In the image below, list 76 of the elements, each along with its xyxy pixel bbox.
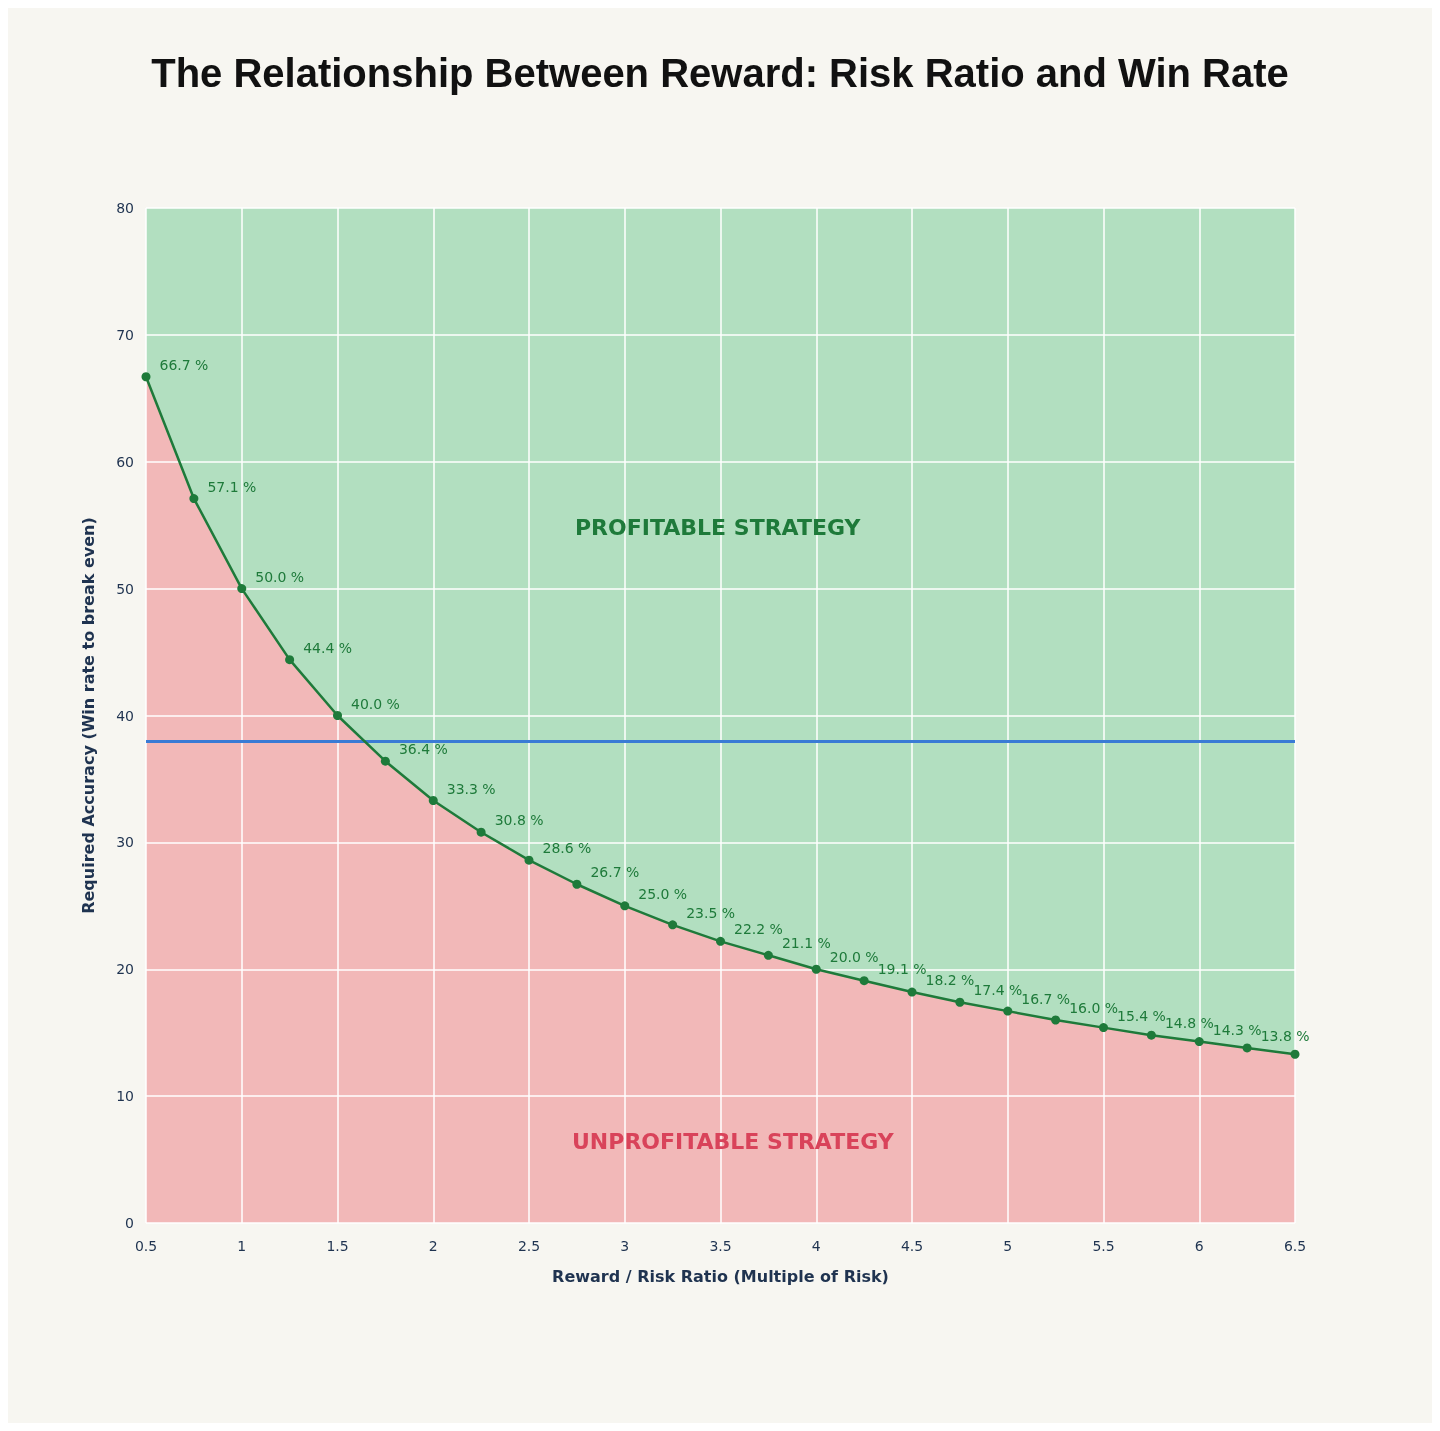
- x-tick-label: 0.5: [134, 1238, 158, 1254]
- point: [763, 950, 773, 960]
- annotation: PROFITABLE STRATEGY: [575, 514, 862, 540]
- point: [1242, 1043, 1252, 1053]
- y-tick-label: 20: [116, 961, 134, 978]
- data-label: 33.3 %: [446, 780, 496, 797]
- point: [524, 855, 534, 865]
- data-label: 14.8 %: [1164, 1015, 1214, 1032]
- data-label: 19.1 %: [877, 960, 927, 977]
- point: [955, 997, 965, 1007]
- x-tick-label: 5.5: [1092, 1238, 1115, 1254]
- point: [620, 901, 630, 911]
- y-tick-label: 70: [116, 326, 134, 343]
- x-axis-title: Reward / Risk Ratio (Multiple of Risk): [552, 1266, 889, 1286]
- data-label: 16.7 %: [1021, 991, 1071, 1008]
- data-label: 17.4 %: [973, 982, 1023, 999]
- point: [476, 827, 486, 837]
- data-label: 21.1 %: [781, 935, 831, 952]
- point: [380, 756, 390, 766]
- x-tick-label: 4.5: [900, 1238, 924, 1254]
- x-tick-label: 2.5: [517, 1238, 541, 1254]
- data-label: 22.2 %: [734, 921, 783, 938]
- x-tick-label: 1.5: [326, 1238, 349, 1254]
- y-tick-label: 40: [116, 707, 134, 724]
- data-label: 16.0 %: [1069, 1000, 1119, 1016]
- point: [572, 879, 582, 889]
- data-label: 14.3 %: [1212, 1021, 1262, 1038]
- point: [1099, 1023, 1108, 1033]
- point: [1194, 1037, 1204, 1047]
- data-label: 25.0 %: [638, 885, 688, 902]
- data-label: 57.1 %: [207, 478, 257, 495]
- y-tick-label: 30: [116, 834, 134, 851]
- point: [1051, 1015, 1061, 1025]
- data-label: 26.7 %: [590, 864, 640, 881]
- data-label: 30.8 %: [494, 812, 544, 829]
- data-label: 15.4 %: [1117, 1007, 1166, 1024]
- data-label: 23.5 %: [686, 904, 736, 921]
- x-tick-label: 3.5: [709, 1238, 732, 1254]
- data-label: 28.6 %: [542, 840, 592, 857]
- data-label: 18.2 %: [925, 972, 975, 989]
- y-axis-title: Required Accuracy (Win rate to break even): [78, 517, 98, 914]
- data-label: 40.0 %: [351, 695, 400, 712]
- x-tick-label: 6: [1194, 1238, 1204, 1254]
- point: [811, 964, 821, 974]
- point: [1003, 1006, 1013, 1016]
- y-tick-label: 60: [116, 453, 134, 470]
- x-tick-label: 3: [620, 1238, 630, 1254]
- point: [237, 584, 247, 594]
- x-tick-label: 6.5: [1283, 1238, 1307, 1254]
- data-label: 13.8 %: [1260, 1027, 1310, 1044]
- annotation: UNPROFITABLE STRATEGY: [572, 1128, 895, 1154]
- y-tick-label: 80: [116, 200, 134, 216]
- point: [428, 796, 438, 805]
- y-tick-label: 0: [125, 1215, 134, 1231]
- data-label: 36.4 %: [398, 741, 448, 758]
- point: [141, 372, 151, 382]
- point: [1290, 1049, 1300, 1059]
- point: [1146, 1030, 1156, 1040]
- x-tick-label: 5: [1003, 1238, 1013, 1254]
- y-tick-label: 10: [116, 1088, 134, 1105]
- data-label: 20.0 %: [829, 949, 879, 966]
- point: [859, 976, 869, 986]
- x-tick-label: 2: [428, 1238, 438, 1254]
- point: [189, 494, 199, 504]
- point: [333, 711, 342, 720]
- data-label: 44.4 %: [303, 639, 353, 656]
- point: [668, 920, 678, 930]
- x-tick-label: 1: [237, 1238, 247, 1254]
- point: [907, 987, 917, 997]
- chart-title: The Relationship Between Reward: Risk Ratio and Win Rate: [151, 51, 1289, 95]
- x-tick-label: 4: [811, 1238, 821, 1254]
- y-tick-label: 50: [116, 580, 134, 597]
- point: [285, 655, 295, 665]
- data-label: 50.0 %: [255, 568, 305, 585]
- point: [716, 936, 725, 946]
- data-label: 66.7 %: [159, 356, 209, 373]
